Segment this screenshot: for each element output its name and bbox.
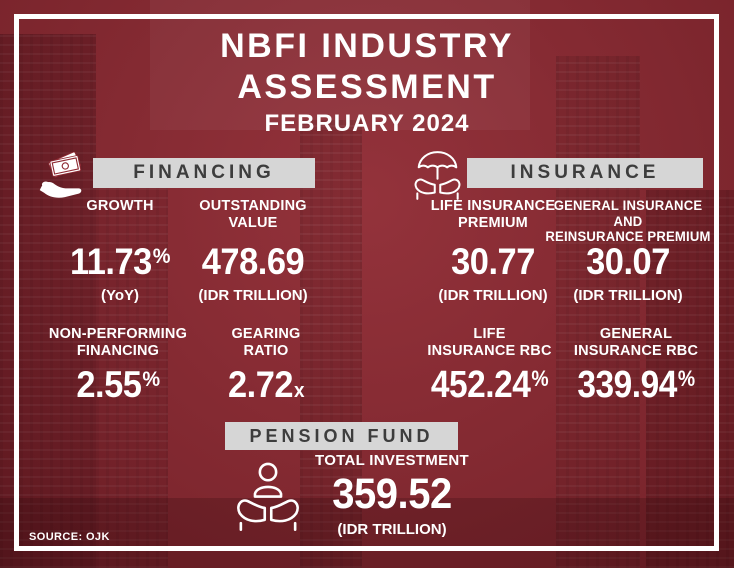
stat-label: LIFE INSURANCE RBC [427,326,552,359]
financing-npf-stat: NON-PERFORMING FINANCING 2.55% [38,326,198,403]
background-building [300,120,362,568]
stat-unit: (IDR TRILLION) [337,521,447,538]
stat-value: 2.72x [227,364,305,405]
stat-suffix: % [677,365,695,391]
stat-value: 478.69 [201,241,305,282]
pension-section-header: PENSION FUND [225,422,458,450]
stat-unit: (YoY) [100,287,140,304]
hands-umbrella-icon [414,151,461,200]
stat-suffix: % [152,244,171,269]
general-premium-stat: GENERAL INSURANCE AND REINSURANCE PREMIU… [541,198,715,304]
stat-value: 30.77 [451,241,535,282]
financing-gearing-stat: GEARING RATIO 2.72x [186,326,346,403]
stat-label: LIFE INSURANCE PREMIUM [430,198,556,231]
stat-unit: (IDR TRILLION) [438,287,548,304]
stat-unit: (IDR TRILLION) [573,287,683,304]
insurance-section-header: INSURANCE [467,158,703,188]
stat-label: GROWTH [86,198,154,214]
financing-growth-stat: GROWTH 11.73% (YoY) [40,198,200,304]
title-line-1: NBFI INDUSTRY [220,27,514,65]
page-title: NBFI INDUSTRY ASSESSMENT FEBRUARY 2024 [0,26,734,138]
stat-value: 452.24% [430,364,549,406]
title-date: FEBRUARY 2024 [264,109,470,137]
background-building [646,190,734,568]
financing-outstanding-stat: OUTSTANDING VALUE 478.69 (IDR TRILLION) [173,198,333,304]
stat-label: TOTAL INVESTMENT [315,452,469,469]
stat-label: NON-PERFORMING FINANCING [48,326,188,359]
life-premium-stat: LIFE INSURANCE PREMIUM 30.77 (IDR TRILLI… [413,198,573,304]
stat-value: 359.52 [332,470,452,518]
background-building [96,170,168,568]
source-credit: SOURCE: OJK [29,531,110,543]
financing-section-header: FINANCING [93,158,315,188]
background-sky [150,0,530,130]
stat-suffix: % [531,365,549,391]
background-building [556,56,640,568]
pension-investment-stat: TOTAL INVESTMENT 359.52 (IDR TRILLION) [300,452,484,538]
stat-value: 30.07 [586,241,670,282]
stat-unit: (IDR TRILLION) [198,287,308,304]
background-street [0,498,734,568]
stat-label: OUTSTANDING VALUE [199,198,307,231]
stat-suffix: x [293,380,305,402]
stat-label: GENERAL INSURANCE AND REINSURANCE PREMIU… [545,198,711,245]
stat-label: GENERAL INSURANCE RBC [573,326,699,359]
stat-value: 339.94% [577,364,695,406]
stat-value: 11.73% [69,241,171,282]
general-rbc-stat: GENERAL INSURANCE RBC 339.94% [556,326,716,404]
stat-suffix: % [142,367,160,392]
title-line-2: ASSESSMENT [237,67,497,106]
hand-money-icon [39,152,82,198]
hands-person-icon [237,462,299,531]
stat-label: GEARING RATIO [231,326,301,359]
stat-value: 2.55% [76,364,160,405]
life-rbc-stat: LIFE INSURANCE RBC 452.24% [407,326,572,404]
